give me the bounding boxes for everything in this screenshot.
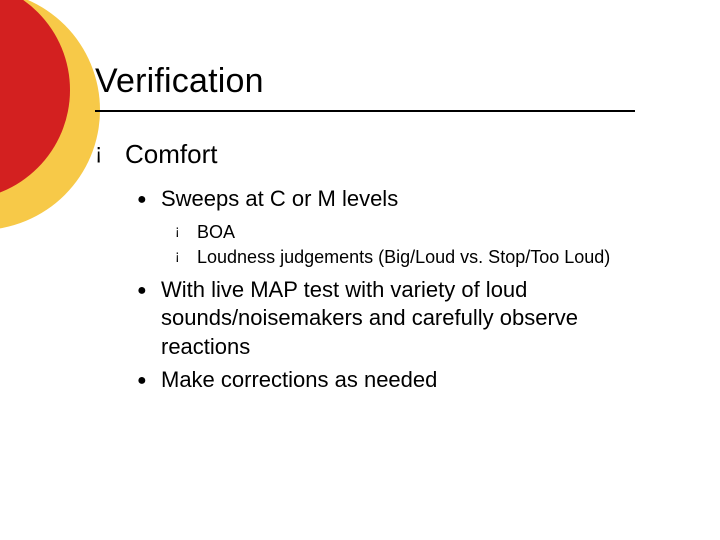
bullet-lvl2: ● With live MAP test with variety of lou… (137, 276, 655, 362)
bullet-text: Loudness judgements (Big/Loud vs. Stop/T… (197, 246, 610, 269)
bullet-lvl2: ● Make corrections as needed (137, 366, 655, 395)
bullet-glyph-lvl2: ● (137, 189, 151, 211)
bullet-glyph-lvl3: ¡ (175, 221, 189, 240)
title-underline (95, 110, 635, 112)
slide-body: ¡ Comfort ● Sweeps at C or M levels ¡ BO… (95, 138, 655, 398)
bullet-text: BOA (197, 221, 235, 244)
bullet-lvl2: ● Sweeps at C or M levels (137, 185, 655, 214)
bullet-text: Sweeps at C or M levels (161, 185, 398, 214)
corner-decoration (0, 0, 110, 260)
bullet-lvl3: ¡ BOA (175, 221, 655, 244)
bullet-text: With live MAP test with variety of loud … (161, 276, 655, 362)
bullet-glyph-lvl3: ¡ (175, 246, 189, 265)
bullet-glyph-lvl1: ¡ (95, 138, 113, 166)
bullet-lvl3: ¡ Loudness judgements (Big/Loud vs. Stop… (175, 246, 655, 269)
bullet-text: Comfort (125, 138, 217, 171)
bullet-glyph-lvl2: ● (137, 370, 151, 392)
bullet-text: Make corrections as needed (161, 366, 437, 395)
bullet-glyph-lvl2: ● (137, 280, 151, 302)
bullet-lvl1: ¡ Comfort (95, 138, 655, 171)
slide-title: Verification (95, 62, 264, 101)
